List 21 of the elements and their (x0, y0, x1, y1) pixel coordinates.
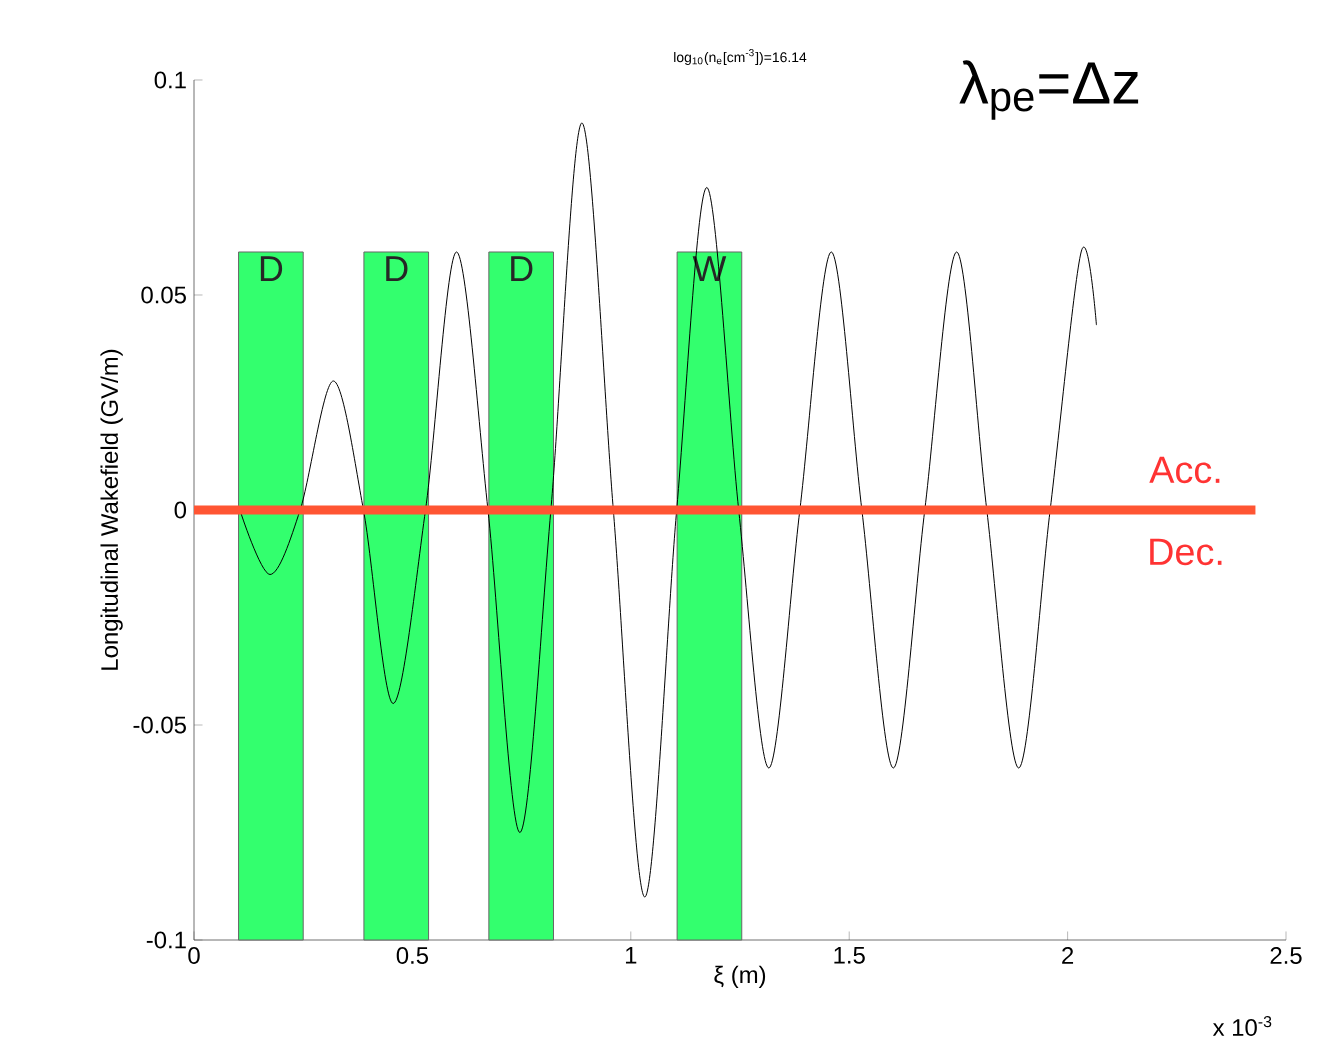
x-tick-label: 1.5 (834, 947, 865, 964)
data-label: D (260, 256, 283, 282)
x-tick-label: 1 (625, 947, 637, 964)
text: x 10$^{-3}$ (1212, 1015, 1272, 1036)
y-axis-title: Longitudinal Wakefield (GV/m) (100, 349, 123, 670)
x-tick-label: 2 (1062, 947, 1074, 964)
line-series (239, 122, 1097, 898)
x-tick-label: 0.5 (396, 947, 428, 964)
y-tick-label: -0.05 (133, 716, 186, 734)
annotation: Dec. (1150, 538, 1222, 566)
x-tick-label: 2.5 (1270, 947, 1302, 964)
data-label: D (386, 256, 408, 282)
y-tick-label: 0.05 (141, 286, 186, 304)
y-tick-label: -0.1 (146, 931, 186, 949)
annotation: λ$_{pe}$=Δz (959, 60, 1139, 120)
annotation: Acc. (1149, 456, 1220, 484)
data-label: D (511, 256, 533, 282)
y-tick-label: 0.1 (154, 71, 186, 89)
y-tick-label: 0 (174, 501, 187, 519)
x-axis-title: ξ (m) (714, 965, 766, 988)
x-tick-label: 0 (188, 947, 200, 964)
